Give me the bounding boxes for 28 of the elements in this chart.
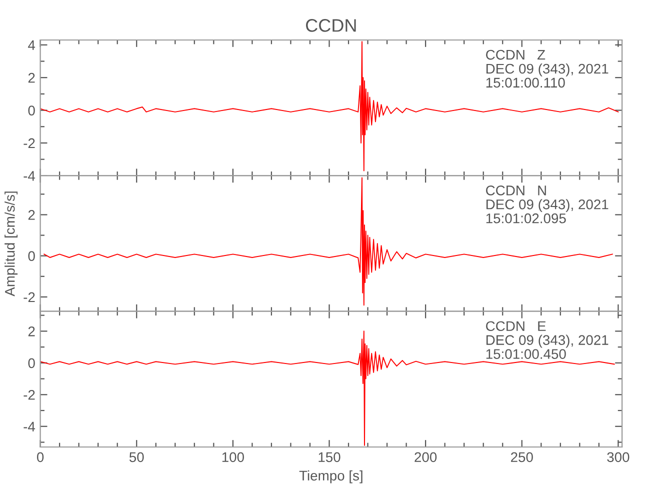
y-tick-label: 0 [28,358,35,368]
x-tick-label: 250 [510,452,533,462]
y-tick-label: 2 [28,326,35,336]
annotation: CCDN E DEC 09 (343), 2021 15:01:00.450 [486,321,608,359]
y-tick-label: 0 [28,251,35,262]
y-tick-label: -2 [24,138,35,148]
y-tick-label: -4 [24,171,36,181]
line-series [40,41,619,172]
line-series [40,330,615,446]
y-tick-label: 0 [28,106,35,116]
y-tick-label: 4 [28,40,36,50]
y-tick-label: -4 [24,422,36,432]
y-tick-label: 2 [28,210,35,220]
line-series [44,177,613,306]
x-tick-label: 100 [222,452,244,462]
x-axis-title: Tiempo [s] [299,470,362,484]
y-tick-label: -2 [24,390,35,400]
y-axis-title: Amplitud [cm/s/s] [4,192,18,296]
x-tick-label: 50 [129,452,144,462]
chart-title: CCDN [306,19,356,32]
x-tick-label: 150 [318,452,340,462]
x-tick-label: 200 [414,452,437,462]
y-tick-label: 2 [28,72,35,83]
annotation: CCDN N DEC 09 (343), 2021 15:01:02.095 [486,186,608,224]
y-tick-label: -2 [24,292,35,302]
x-tick-label: 300 [607,452,630,462]
x-tick-label: 0 [36,452,44,462]
annotation: CCDN Z DEC 09 (343), 2021 15:01:00.110 [486,50,608,88]
